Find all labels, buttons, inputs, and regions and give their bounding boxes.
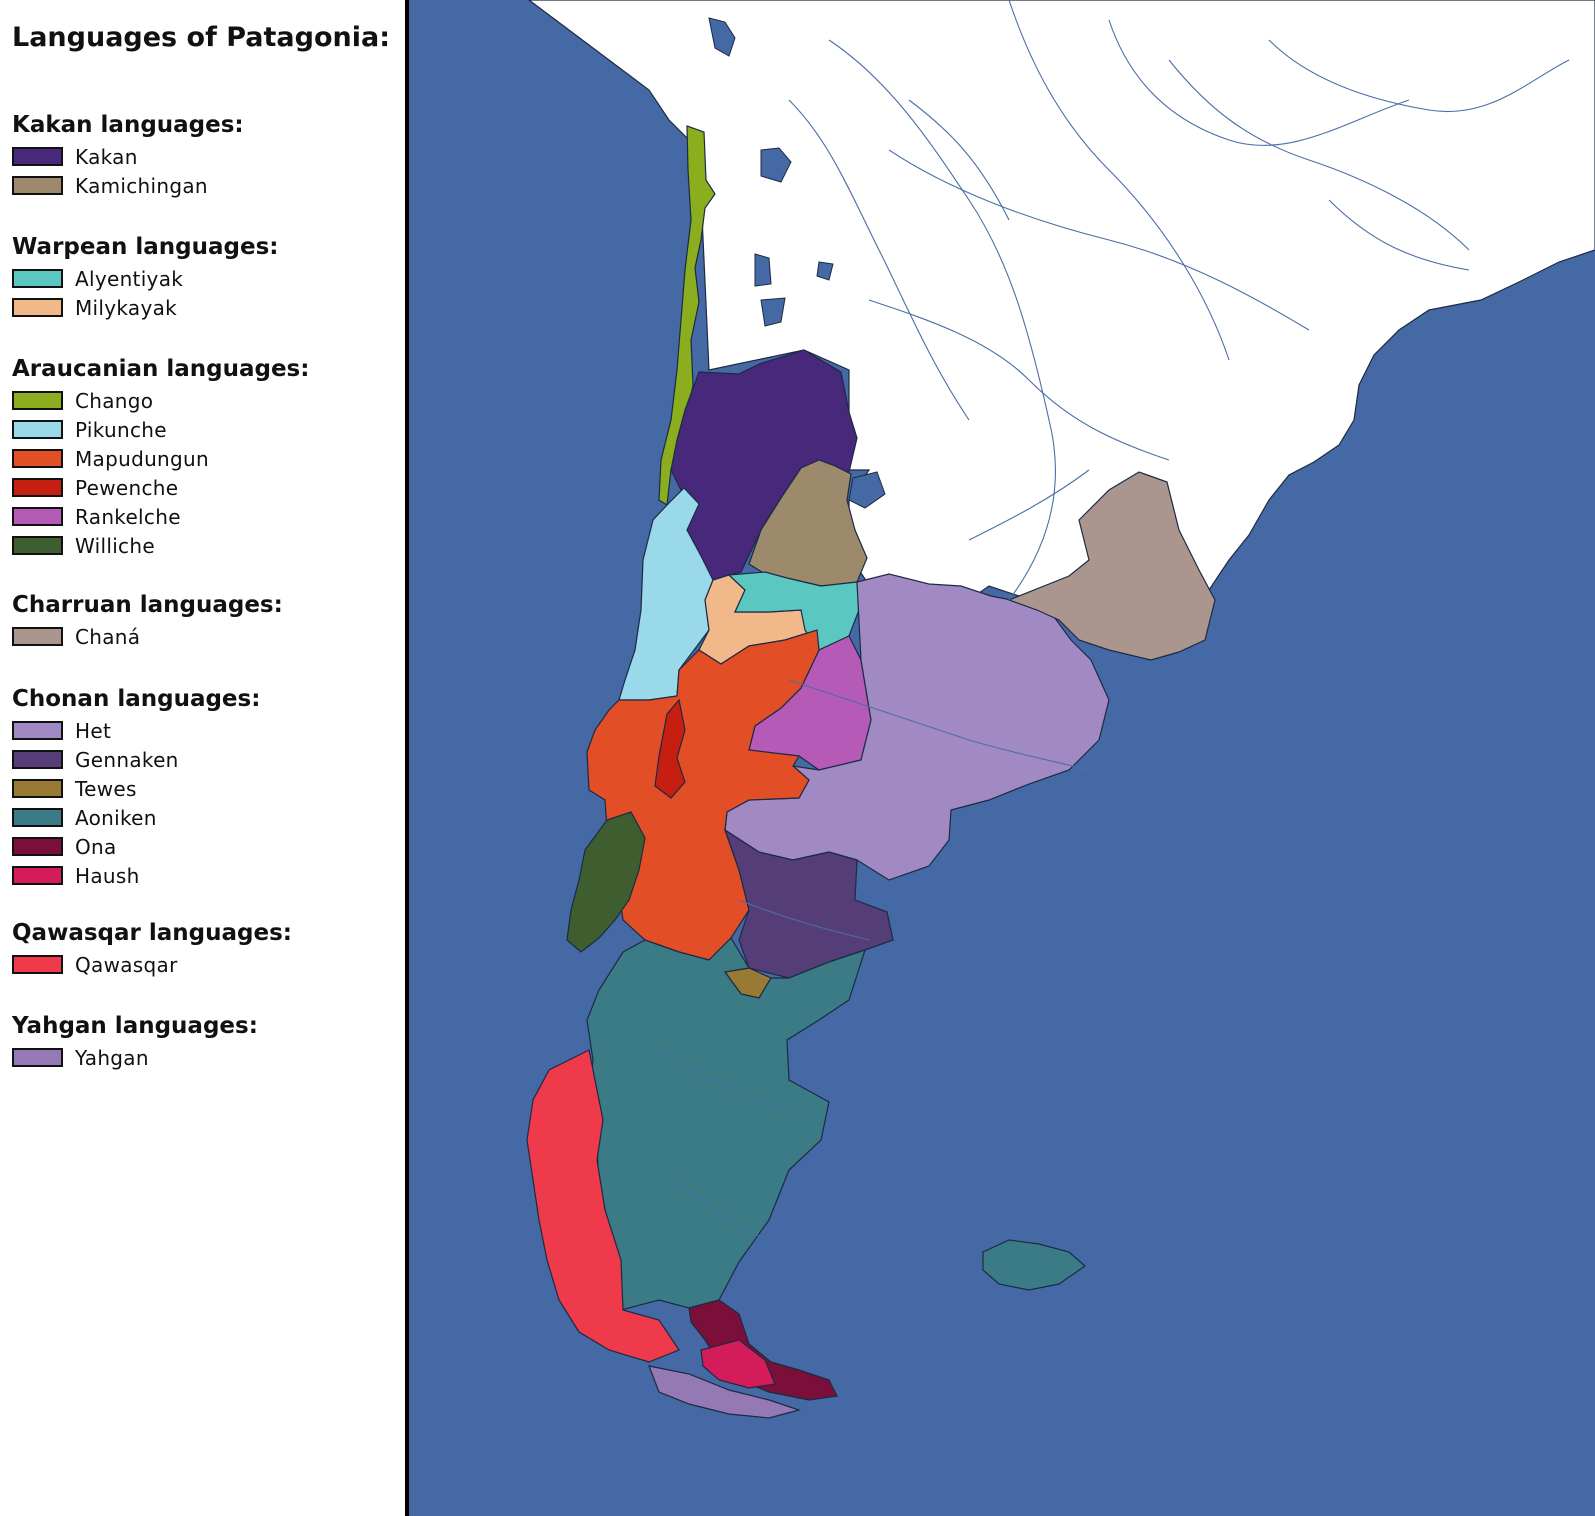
- legend-group-heading: Chonan languages:: [12, 686, 261, 712]
- legend-swatch: [12, 391, 63, 410]
- legend-item-label: Rankelche: [75, 504, 181, 529]
- legend-item-label: Yahgan: [75, 1045, 149, 1070]
- legend-swatch: [12, 269, 63, 288]
- map-area: [409, 0, 1595, 1516]
- region-falklands: [982, 1239, 1086, 1291]
- legend-item-label: Chaná: [75, 624, 141, 649]
- legend-item-label: Mapudungun: [75, 446, 209, 471]
- legend-item-label: Aoniken: [75, 805, 157, 830]
- legend-swatch: [12, 866, 63, 885]
- legend-item-label: Pikunche: [75, 417, 167, 442]
- legend-swatch: [12, 536, 63, 555]
- legend-swatch: [12, 478, 63, 497]
- legend-group-heading: Qawasqar languages:: [12, 920, 292, 946]
- region-yahgan: [648, 1365, 802, 1419]
- legend-group-heading: Kakan languages:: [12, 112, 244, 138]
- legend-swatch: [12, 837, 63, 856]
- legend-item: Alyentiyak: [12, 264, 278, 293]
- legend-group-heading: Yahgan languages:: [12, 1013, 258, 1039]
- region-gennaken: [723, 828, 894, 979]
- legend-item-label: Gennaken: [75, 747, 179, 772]
- legend-item-label: Chango: [75, 388, 154, 413]
- legend-swatch: [12, 298, 63, 317]
- legend-group: Charruan languages: Chaná: [12, 590, 283, 651]
- legend-item: Ona: [12, 832, 260, 861]
- legend-item: Pikunche: [12, 415, 309, 444]
- region-chana: [1007, 471, 1216, 661]
- legend-item-label: Kamichingan: [75, 173, 208, 198]
- panel-divider: [405, 0, 409, 1516]
- lakes: [708, 17, 886, 509]
- legend-item: Kakan: [12, 142, 244, 171]
- legend-panel: Languages of Patagonia: Kakan languages:…: [0, 0, 406, 1516]
- legend-item-label: Kakan: [75, 144, 138, 169]
- legend-group-heading: Araucanian languages:: [12, 356, 310, 382]
- legend-item: Chaná: [12, 622, 283, 651]
- region-haush: [700, 1339, 776, 1389]
- legend-swatch: [12, 627, 63, 646]
- legend-item-label: Haush: [75, 863, 140, 888]
- legend-item-label: Qawasqar: [75, 952, 178, 977]
- legend-item: Tewes: [12, 774, 260, 803]
- legend-item: Williche: [12, 531, 309, 560]
- region-williche: [566, 811, 646, 953]
- legend-swatch: [12, 721, 63, 740]
- legend-item-label: Ona: [75, 834, 117, 859]
- legend-item-label: Williche: [75, 533, 155, 558]
- region-qawasqar: [526, 1049, 680, 1363]
- legend-item-label: Tewes: [75, 776, 137, 801]
- legend-item: Milykayak: [12, 293, 278, 322]
- legend-swatch: [12, 750, 63, 769]
- legend-group: Kakan languages: Kakan Kamichingan: [12, 110, 244, 200]
- legend-swatch: [12, 779, 63, 798]
- legend-swatch: [12, 507, 63, 526]
- legend-item: Mapudungun: [12, 444, 309, 473]
- legend-swatch: [12, 955, 63, 974]
- rivers: [658, 0, 1570, 1241]
- legend-item: Qawasqar: [12, 950, 292, 979]
- legend-item-label: Milykayak: [75, 295, 178, 320]
- legend-title: Languages of Patagonia:: [12, 22, 390, 53]
- legend-group: Warpean languages: Alyentiyak Milykayak: [12, 232, 278, 322]
- legend-swatch: [12, 449, 63, 468]
- legend-group-heading: Charruan languages:: [12, 592, 283, 618]
- legend-item-label: Pewenche: [75, 475, 179, 500]
- legend-item: Rankelche: [12, 502, 309, 531]
- legend-item: Pewenche: [12, 473, 309, 502]
- legend-item: Chango: [12, 386, 309, 415]
- legend-swatch: [12, 1048, 63, 1067]
- legend-group: Qawasqar languages: Qawasqar: [12, 918, 292, 979]
- legend-swatch: [12, 808, 63, 827]
- legend-group: Araucanian languages: Chango Pikunche Mapud…: [12, 354, 309, 560]
- legend-item: Haush: [12, 861, 260, 890]
- legend-item-label: Het: [75, 718, 112, 743]
- legend-item: Aoniken: [12, 803, 260, 832]
- legend-item: Het: [12, 716, 260, 745]
- legend-group: Chonan languages: Het Gennaken Tewes Aoniken…: [12, 684, 260, 890]
- legend-item: Gennaken: [12, 745, 260, 774]
- region-pewenche: [654, 698, 686, 799]
- legend-swatch: [12, 147, 63, 166]
- legend-item: Yahgan: [12, 1043, 258, 1072]
- legend-item-label: Alyentiyak: [75, 266, 184, 291]
- legend-group: Yahgan languages: Yahgan: [12, 1011, 258, 1072]
- legend-item: Kamichingan: [12, 171, 244, 200]
- legend-swatch: [12, 420, 63, 439]
- legend-swatch: [12, 176, 63, 195]
- legend-group-heading: Warpean languages:: [12, 234, 279, 260]
